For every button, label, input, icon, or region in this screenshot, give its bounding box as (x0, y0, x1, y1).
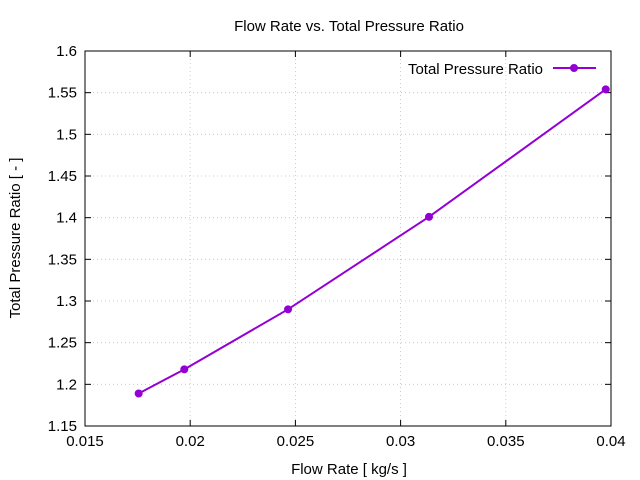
x-tick-label: 0.02 (176, 433, 205, 450)
series-layer (134, 85, 610, 398)
data-point (284, 305, 293, 314)
y-tick-label: 1.5 (56, 126, 77, 143)
data-point (601, 85, 610, 94)
y-tick-label: 1.6 (56, 43, 77, 60)
y-tick-label: 1.45 (48, 168, 77, 185)
data-point (180, 365, 189, 374)
y-tick-label: 1.15 (48, 418, 77, 435)
y-axis-label: Total Pressure Ratio [ - ] (7, 158, 24, 319)
x-tick-label: 0.04 (596, 433, 625, 450)
x-tick-label: 0.025 (277, 433, 315, 450)
y-tick-label: 1.2 (56, 376, 77, 393)
legend-label: Total Pressure Ratio (408, 61, 543, 78)
x-tick-label: 0.015 (66, 433, 104, 450)
y-tick-label: 1.3 (56, 293, 77, 310)
grid (85, 51, 611, 426)
y-tick-label: 1.55 (48, 85, 77, 102)
series-line (138, 88, 607, 395)
y-tick-label: 1.4 (56, 210, 77, 227)
x-axis-label: Flow Rate [ kg/s ] (291, 461, 407, 478)
chart-title: Flow Rate vs. Total Pressure Ratio (234, 18, 464, 35)
data-point (134, 389, 143, 398)
legend-marker (570, 64, 578, 72)
legend: Total Pressure Ratio (408, 61, 596, 78)
ticks: 0.015 0.02 0.025 0.03 0.035 0.04 1.15 1.2 1.25 1.… (48, 43, 626, 450)
data-point (425, 212, 434, 221)
plot-frame (84, 50, 612, 427)
x-tick-label: 0.03 (386, 433, 415, 450)
y-tick-label: 1.25 (48, 335, 77, 352)
x-tick-label: 0.035 (487, 433, 525, 450)
y-tick-label: 1.35 (48, 251, 77, 268)
